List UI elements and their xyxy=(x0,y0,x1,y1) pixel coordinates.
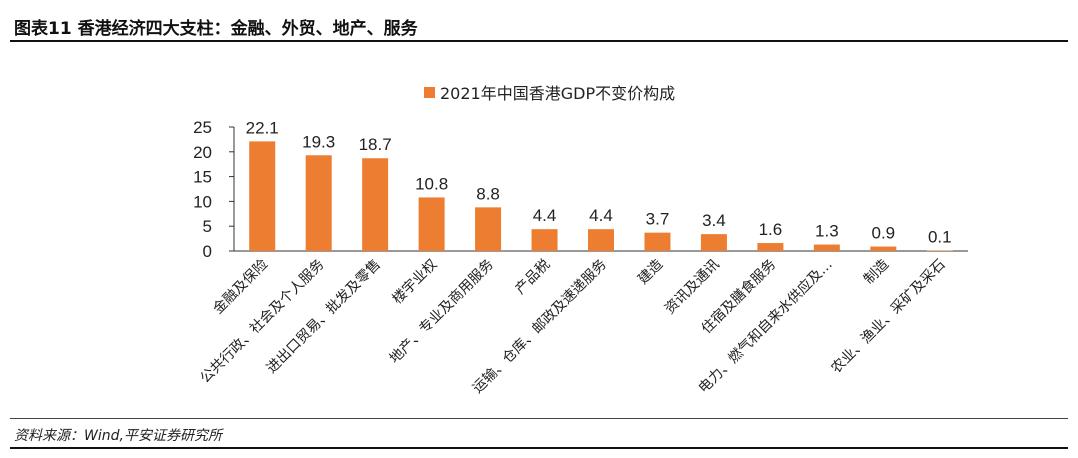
category-label: 地产、专业及商用服务 xyxy=(387,257,497,367)
value-labels: 22.1 19.3 18.7 10.8 8.8 4.4 4.4 3.7 3.4 1.6 1.3 0.9… xyxy=(246,118,952,246)
y-tick-label: 20 xyxy=(193,143,212,162)
bar-value-label: 1.6 xyxy=(759,220,783,239)
bar-value-label: 1.3 xyxy=(815,222,839,241)
category-label: 楼宇业权 xyxy=(390,257,441,308)
bar-value-label: 0.9 xyxy=(871,224,895,243)
footer: 资料来源：Wind,平安证券研究所 xyxy=(10,418,1068,449)
bar-value-label: 19.3 xyxy=(302,132,335,151)
bar-value-label: 3.7 xyxy=(646,210,670,229)
y-tick-label: 0 xyxy=(203,242,212,261)
bar-value-label: 18.7 xyxy=(359,135,392,154)
bar xyxy=(418,197,445,251)
bar xyxy=(531,229,558,251)
bar xyxy=(813,244,840,251)
category-label: 制造 xyxy=(861,257,892,288)
y-tick-label: 15 xyxy=(193,168,212,187)
source-note: 资料来源：Wind,平安证券研究所 xyxy=(14,428,222,444)
bar xyxy=(870,246,897,251)
category-label: 进出口贸易、批发及零售 xyxy=(264,257,384,377)
figure-title: 图表11 香港经济四大支柱：金融、外贸、地产、服务 xyxy=(14,19,418,39)
legend-label: 2021年中国香港GDP不变价构成 xyxy=(440,84,675,103)
bar xyxy=(249,141,276,251)
bar xyxy=(475,207,502,251)
y-axis-ticks: 0 5 10 15 20 25 xyxy=(193,118,234,261)
bar xyxy=(305,155,332,251)
bar xyxy=(757,243,784,251)
y-tick-label: 10 xyxy=(193,192,212,211)
category-label: 农业、渔业、采矿及采石 xyxy=(828,257,948,377)
category-label: 金融及保险 xyxy=(210,257,271,318)
category-label: 资讯及通讯 xyxy=(662,257,723,318)
category-label: 建造 xyxy=(635,257,666,288)
bar xyxy=(588,229,614,251)
bars xyxy=(249,141,953,251)
y-tick-label: 25 xyxy=(193,118,212,137)
bar-value-label: 4.4 xyxy=(533,206,557,225)
bar-value-label: 3.4 xyxy=(702,211,726,230)
category-label: 产品税 xyxy=(512,257,553,298)
bar-value-label: 0.1 xyxy=(928,228,952,247)
bar xyxy=(644,232,671,251)
bar xyxy=(362,158,389,251)
bar-value-label: 22.1 xyxy=(246,118,279,137)
bar-value-label: 4.4 xyxy=(589,206,613,225)
y-tick-label: 5 xyxy=(203,217,212,236)
header-bar: 图表11 香港经济四大支柱：金融、外贸、地产、服务 xyxy=(10,6,1068,42)
bar xyxy=(700,234,727,251)
bar-value-label: 10.8 xyxy=(415,174,448,193)
bar-value-label: 8.8 xyxy=(476,184,500,203)
legend-swatch xyxy=(424,87,435,98)
